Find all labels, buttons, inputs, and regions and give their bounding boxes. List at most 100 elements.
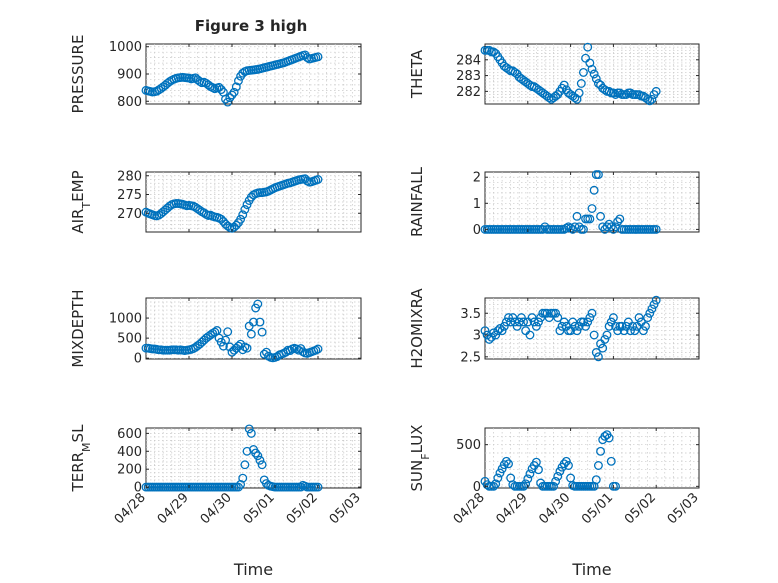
data-point (233, 482, 243, 492)
data-point (645, 308, 655, 318)
data-point (514, 317, 524, 327)
data-point (255, 317, 265, 327)
data-point (611, 90, 620, 99)
data-point (649, 300, 659, 309)
data-point (253, 451, 263, 461)
data-point (589, 185, 599, 195)
h2omixra-ylabel: H2OMIXRA (408, 288, 426, 369)
data-point (240, 460, 250, 470)
data-point (559, 80, 569, 90)
data-point (238, 210, 248, 220)
data-point (608, 88, 618, 98)
data-point (195, 76, 205, 86)
data-point (598, 343, 608, 353)
data-point (589, 69, 599, 79)
data-point (593, 461, 603, 470)
data-point (587, 308, 597, 318)
data-point (626, 88, 635, 98)
data-point (555, 466, 565, 476)
data-point (542, 308, 552, 318)
data-point (493, 326, 503, 336)
data-point (587, 204, 597, 213)
data-point (225, 93, 235, 103)
data-point (619, 326, 629, 336)
data-point (516, 313, 526, 323)
y-tick-label: 0 (134, 352, 142, 367)
data-point (643, 313, 653, 323)
data-point (578, 224, 588, 234)
x-tick-label: 05/03 (665, 490, 702, 527)
data-point (606, 222, 616, 232)
y-tick-label: 800 (117, 95, 142, 110)
data-point (593, 352, 603, 362)
data-point (236, 214, 246, 224)
data-point (606, 456, 616, 466)
data-point (587, 64, 597, 74)
data-point (621, 90, 631, 99)
data-point (651, 224, 661, 234)
terr-msl-ylabel: TERRMSL (69, 424, 93, 493)
data-point (617, 321, 627, 331)
data-point (231, 220, 241, 230)
y-tick-label: 1000 (109, 312, 142, 327)
data-point (506, 317, 516, 327)
data-point (626, 326, 635, 336)
y-tick-label: 3.5 (460, 307, 481, 322)
data-point (480, 326, 490, 336)
data-point (583, 42, 593, 52)
y-tick-label: 0 (473, 223, 481, 238)
data-point (486, 332, 496, 342)
data-point (583, 317, 593, 327)
data-point (531, 321, 541, 331)
y-tick-label: 900 (117, 68, 142, 83)
data-point (233, 76, 243, 86)
x-tick-label: 04/29 (494, 490, 531, 527)
data-point (611, 321, 620, 331)
mixdepth-ylabel: MIXDEPTH (69, 289, 87, 367)
data-point (561, 223, 571, 233)
data-point (568, 317, 578, 327)
x-tick-label: 04/28 (112, 490, 149, 527)
data-point (240, 205, 250, 214)
theta-ylabel: THETA (408, 49, 426, 99)
data-point (491, 479, 501, 489)
data-point (551, 476, 561, 486)
data-point (236, 479, 246, 489)
data-point (246, 428, 256, 438)
y-tick-label: 2.5 (460, 350, 481, 365)
data-point (489, 328, 499, 338)
data-point (527, 313, 537, 323)
y-tick-label: 282 (456, 85, 481, 100)
data-point (591, 348, 601, 357)
chart-terr-msl: 0 200 400 600 04/28 04/29 04/30 05/01 05/02 05/03… (69, 424, 364, 579)
data-point (643, 94, 653, 104)
data-point (561, 456, 571, 466)
data-point (581, 321, 591, 331)
data-point (578, 67, 588, 77)
chart-rainfall-plot-area (484, 171, 700, 233)
y-tick-label: 275 (117, 188, 142, 203)
x-tick-label: 04/30 (198, 490, 235, 527)
x-tick-label: 05/03 (327, 490, 364, 527)
data-point (519, 317, 528, 327)
chart-pressure: 800 900 1000 PRESSURE (69, 35, 362, 113)
data-point (572, 211, 582, 221)
data-point (216, 85, 226, 94)
data-point (645, 96, 655, 106)
data-point (647, 304, 657, 314)
data-point (534, 317, 543, 327)
data-point (604, 433, 614, 443)
data-point (559, 459, 569, 469)
y-tick-label: 500 (117, 332, 142, 347)
data-point (501, 317, 511, 327)
data-point (529, 317, 539, 327)
chart-h2omixra-markers (480, 295, 661, 362)
data-point (221, 335, 230, 345)
data-point (525, 469, 535, 479)
data-point (238, 345, 248, 355)
data-point (596, 446, 606, 456)
data-point (508, 480, 518, 490)
data-point (504, 459, 513, 469)
y-tick-label: 1000 (109, 40, 142, 55)
